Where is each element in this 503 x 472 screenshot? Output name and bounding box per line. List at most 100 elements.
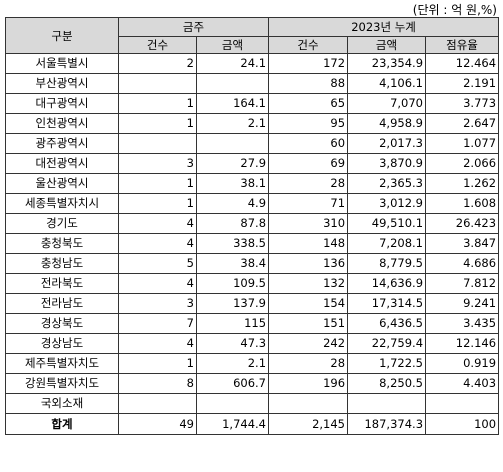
region-name-cell: 전라남도	[5, 293, 119, 314]
category-header: 구분	[5, 17, 119, 54]
cumulative-amount-cell: 7,208.1	[347, 233, 427, 254]
region-name-cell: 전라북도	[5, 273, 119, 294]
week-count-cell: 2	[118, 53, 197, 74]
week-count-cell: 1	[118, 193, 197, 214]
table-row: 경상북도 7 115 151 6,436.5 3.435	[5, 313, 500, 334]
cumulative-amount-cell: 4,958.9	[347, 113, 427, 134]
cumulative-count-header: 건수	[268, 36, 349, 54]
week-count-cell: 4	[118, 213, 197, 234]
region-name-cell: 부산광역시	[5, 73, 119, 94]
cumulative-count-cell: 71	[268, 193, 349, 214]
cumulative-amount-cell: 6,436.5	[347, 313, 427, 334]
cumulative-amount-cell: 7,070	[347, 93, 427, 114]
share-cell: 2.066	[425, 153, 500, 174]
header-row-1: 구분 금주 2023년 누계	[5, 17, 500, 54]
week-amount-cell: 1,744.4	[195, 413, 270, 435]
cumulative-count-cell: 28	[268, 353, 349, 374]
week-amount-cell: 606.7	[195, 373, 270, 394]
table-row: 충청북도 4 338.5 148 7,208.1 3.847	[5, 233, 500, 254]
week-amount-header: 금액	[195, 36, 270, 54]
regional-stats-table: 구분 금주 2023년 누계 건수 금액 건수 금액 점유율 서울특별시 2 24.…	[5, 17, 500, 435]
region-name-cell: 국외소재	[5, 393, 119, 414]
region-name-cell: 경기도	[5, 213, 119, 234]
share-cell: 3.773	[425, 93, 500, 114]
region-name-cell: 경상남도	[5, 333, 119, 354]
cumulative-count-cell: 60	[268, 133, 349, 154]
cumulative-count-cell: 28	[268, 173, 349, 194]
total-row: 합계 49 1,744.4 2,145 187,374.3 100	[5, 413, 500, 435]
cumulative-count-cell: 88	[268, 73, 349, 94]
share-cell: 1.262	[425, 173, 500, 194]
cumulative-amount-cell: 2,017.3	[347, 133, 427, 154]
week-count-cell: 4	[118, 233, 197, 254]
table-row: 제주특별자치도 1 2.1 28 1,722.5 0.919	[5, 353, 500, 374]
week-amount-cell: 87.8	[195, 213, 270, 234]
share-cell: 4.686	[425, 253, 500, 274]
week-amount-cell: 338.5	[195, 233, 270, 254]
share-cell: 1.077	[425, 133, 500, 154]
week-count-cell: 49	[118, 413, 197, 435]
region-name-cell: 인천광역시	[5, 113, 119, 134]
table-row: 대구광역시 1 164.1 65 7,070 3.773	[5, 93, 500, 114]
region-name-cell: 강원특별자치도	[5, 373, 119, 394]
table-body: 서울특별시 2 24.1 172 23,354.9 12.464 부산광역시 88 4,106.…	[5, 53, 500, 435]
region-name-cell: 충청남도	[5, 253, 119, 274]
week-amount-cell: 4.9	[195, 193, 270, 214]
week-amount-cell: 2.1	[195, 113, 270, 134]
week-group-header: 금주	[117, 17, 270, 37]
cumulative-count-cell: 196	[268, 373, 349, 394]
region-name-cell: 제주특별자치도	[5, 353, 119, 374]
cumulative-count-cell: 136	[268, 253, 349, 274]
share-header: 점유율	[425, 36, 500, 54]
cumulative-amount-cell: 17,314.5	[347, 293, 427, 314]
cumulative-count-cell: 2,145	[268, 413, 349, 435]
table-row: 대전광역시 3 27.9 69 3,870.9 2.066	[5, 153, 500, 174]
cumulative-count-cell: 69	[268, 153, 349, 174]
week-count-cell: 1	[118, 113, 197, 134]
cumulative-amount-header: 금액	[347, 36, 427, 54]
table-row: 울산광역시 1 38.1 28 2,365.3 1.262	[5, 173, 500, 194]
table-row: 충청남도 5 38.4 136 8,779.5 4.686	[5, 253, 500, 274]
region-name-cell: 대전광역시	[5, 153, 119, 174]
week-count-cell: 3	[118, 293, 197, 314]
table-row: 경상남도 4 47.3 242 22,759.4 12.146	[5, 333, 500, 354]
share-cell: 12.146	[425, 333, 500, 354]
region-name-cell: 대구광역시	[5, 93, 119, 114]
week-amount-cell: 115	[195, 313, 270, 334]
share-cell: 7.812	[425, 273, 500, 294]
week-count-cell: 3	[118, 153, 197, 174]
table-row: 전라남도 3 137.9 154 17,314.5 9.241	[5, 293, 500, 314]
cumulative-count-cell: 154	[268, 293, 349, 314]
header-row-2: 건수 금액 건수 금액 점유율	[6, 36, 500, 54]
cumulative-amount-cell: 187,374.3	[347, 413, 427, 435]
week-count-cell: 1	[118, 353, 197, 374]
table-row: 서울특별시 2 24.1 172 23,354.9 12.464	[5, 53, 500, 74]
cumulative-count-cell: 65	[268, 93, 349, 114]
cumulative-amount-cell: 2,365.3	[347, 173, 427, 194]
share-cell: 3.847	[425, 233, 500, 254]
table-row: 경기도 4 87.8 310 49,510.1 26.423	[5, 213, 500, 234]
cumulative-amount-cell: 3,012.9	[347, 193, 427, 214]
cumulative-count-cell: 95	[268, 113, 349, 134]
unit-note: (단위 : 억 원,%)	[412, 3, 497, 17]
week-count-cell: 4	[118, 273, 197, 294]
cumulative-count-cell: 172	[268, 53, 349, 74]
cumulative-count-cell: 132	[268, 273, 349, 294]
share-cell: 26.423	[425, 213, 500, 234]
table-row: 광주광역시 60 2,017.3 1.077	[5, 133, 500, 154]
week-count-cell: 7	[118, 313, 197, 334]
week-count-cell: 1	[118, 93, 197, 114]
region-name-cell: 충청북도	[5, 233, 119, 254]
week-count-header: 건수	[118, 36, 197, 54]
share-cell: 2.647	[425, 113, 500, 134]
share-cell: 3.435	[425, 313, 500, 334]
table-row: 인천광역시 1 2.1 95 4,958.9 2.647	[5, 113, 500, 134]
share-cell: 9.241	[425, 293, 500, 314]
cumulative-count-cell	[268, 393, 349, 414]
week-count-cell	[118, 73, 197, 94]
week-count-cell: 4	[118, 333, 197, 354]
week-amount-cell: 2.1	[195, 353, 270, 374]
cumulative-amount-cell: 1,722.5	[347, 353, 427, 374]
cumulative-count-cell: 148	[268, 233, 349, 254]
cumulative-amount-cell: 22,759.4	[347, 333, 427, 354]
